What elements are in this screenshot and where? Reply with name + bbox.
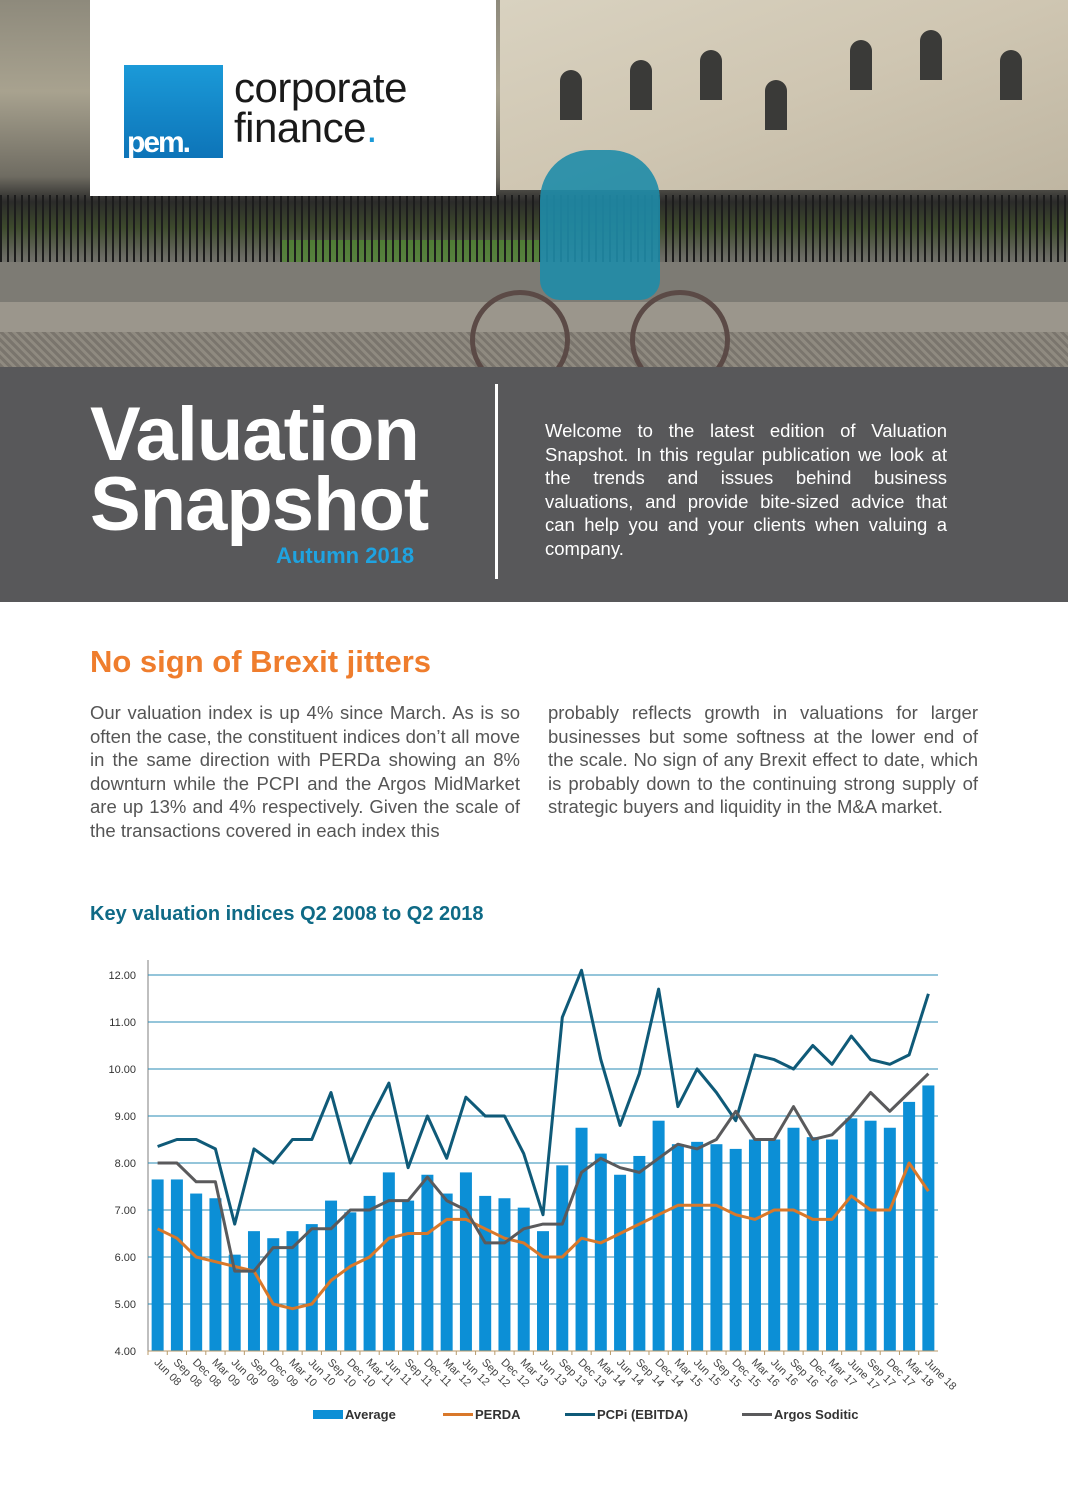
y-tick-label: 5.00 xyxy=(115,1299,136,1311)
legend-item: PCPi (EBITDA) xyxy=(565,1407,688,1422)
bar-average xyxy=(170,1179,183,1351)
bar-average xyxy=(344,1212,357,1351)
bar-average xyxy=(864,1120,877,1351)
y-tick-label: 11.00 xyxy=(109,1017,136,1029)
bar-average xyxy=(363,1195,376,1351)
bar-average xyxy=(922,1085,935,1351)
bar-average xyxy=(883,1127,896,1351)
bar-average xyxy=(286,1231,299,1351)
bar-average xyxy=(479,1195,492,1351)
bar-average xyxy=(305,1224,318,1351)
bar-average xyxy=(806,1137,819,1351)
bar-average xyxy=(671,1144,684,1351)
chart-legend: Average PERDA PCPi (EBITDA) Argos Soditic xyxy=(0,1407,1068,1427)
legend-swatch-icon xyxy=(565,1413,595,1416)
bar-average xyxy=(903,1101,916,1351)
bar-average xyxy=(440,1193,453,1351)
y-tick-label: 7.00 xyxy=(115,1205,136,1217)
bar-average xyxy=(633,1155,646,1351)
y-tick-label: 12.00 xyxy=(108,970,136,982)
legend-label: Argos Soditic xyxy=(774,1407,859,1422)
bar-average xyxy=(594,1153,607,1351)
bar-average xyxy=(748,1139,761,1351)
article-column-left: Our valuation index is up 4% since March… xyxy=(90,702,520,841)
y-tick-label: 9.00 xyxy=(115,1111,136,1123)
line-pcpi-ebitda- xyxy=(157,968,930,1226)
bar-average xyxy=(652,1120,665,1351)
railings xyxy=(0,195,1068,265)
bar-average xyxy=(228,1254,241,1351)
legend-item: Argos Soditic xyxy=(742,1407,859,1422)
legend-label: Average xyxy=(345,1407,396,1422)
logo-mark: pem. xyxy=(124,65,223,158)
article-column-right: probably reflects growth in valuations f… xyxy=(548,702,978,818)
legend-item: Average xyxy=(313,1407,396,1422)
valuation-chart: 4.005.006.007.008.009.0010.0011.0012.00J… xyxy=(108,960,958,1393)
edition-subtitle: Autumn 2018 xyxy=(276,543,415,568)
divider xyxy=(495,384,498,579)
section-heading: No sign of Brexit jitters xyxy=(90,644,432,679)
cyclist xyxy=(540,150,660,300)
bar-average xyxy=(498,1198,511,1351)
line-perda xyxy=(156,1161,930,1311)
title-banner xyxy=(0,367,1068,602)
bar-average xyxy=(845,1118,858,1351)
logo: pem. corporate finance. xyxy=(90,0,496,196)
legend-swatch-icon xyxy=(443,1413,473,1416)
page-title: Valuation Snapshot xyxy=(90,392,429,547)
logo-wordmark: corporate finance. xyxy=(234,64,407,151)
bar-average xyxy=(691,1141,704,1351)
bar-average xyxy=(151,1179,164,1351)
bar-average xyxy=(537,1231,549,1351)
y-tick-label: 8.00 xyxy=(115,1158,136,1170)
legend-swatch-icon xyxy=(313,1410,343,1419)
bar-average xyxy=(710,1144,723,1351)
y-tick-label: 6.00 xyxy=(115,1252,136,1264)
hero-photo xyxy=(0,0,1068,367)
chart-title: Key valuation indices Q2 2008 to Q2 2018 xyxy=(90,903,484,925)
bar-average xyxy=(382,1172,395,1351)
bar-average xyxy=(459,1172,472,1351)
logo-mark-text: pem. xyxy=(127,126,191,159)
legend-label: PERDA xyxy=(475,1407,521,1422)
bar-average xyxy=(826,1139,839,1351)
y-tick-label: 10.00 xyxy=(108,1064,136,1076)
bar-average xyxy=(325,1200,338,1351)
line-argos-soditic xyxy=(157,1072,930,1273)
bar-average xyxy=(209,1198,222,1351)
bar-average xyxy=(787,1127,800,1351)
bar-average xyxy=(729,1148,742,1351)
intro-text: Welcome to the latest edition of Valuati… xyxy=(545,420,947,559)
legend-swatch-icon xyxy=(742,1413,772,1416)
bar-average xyxy=(768,1139,781,1351)
bar-average xyxy=(190,1193,203,1351)
bar-average xyxy=(402,1200,415,1351)
y-tick-label: 4.00 xyxy=(115,1346,136,1358)
legend-label: PCPi (EBITDA) xyxy=(597,1407,688,1422)
legend-item: PERDA xyxy=(443,1407,521,1422)
bar-average xyxy=(267,1238,280,1351)
bar-average xyxy=(614,1174,627,1351)
bar-average xyxy=(247,1231,260,1351)
bar-average xyxy=(421,1174,434,1351)
